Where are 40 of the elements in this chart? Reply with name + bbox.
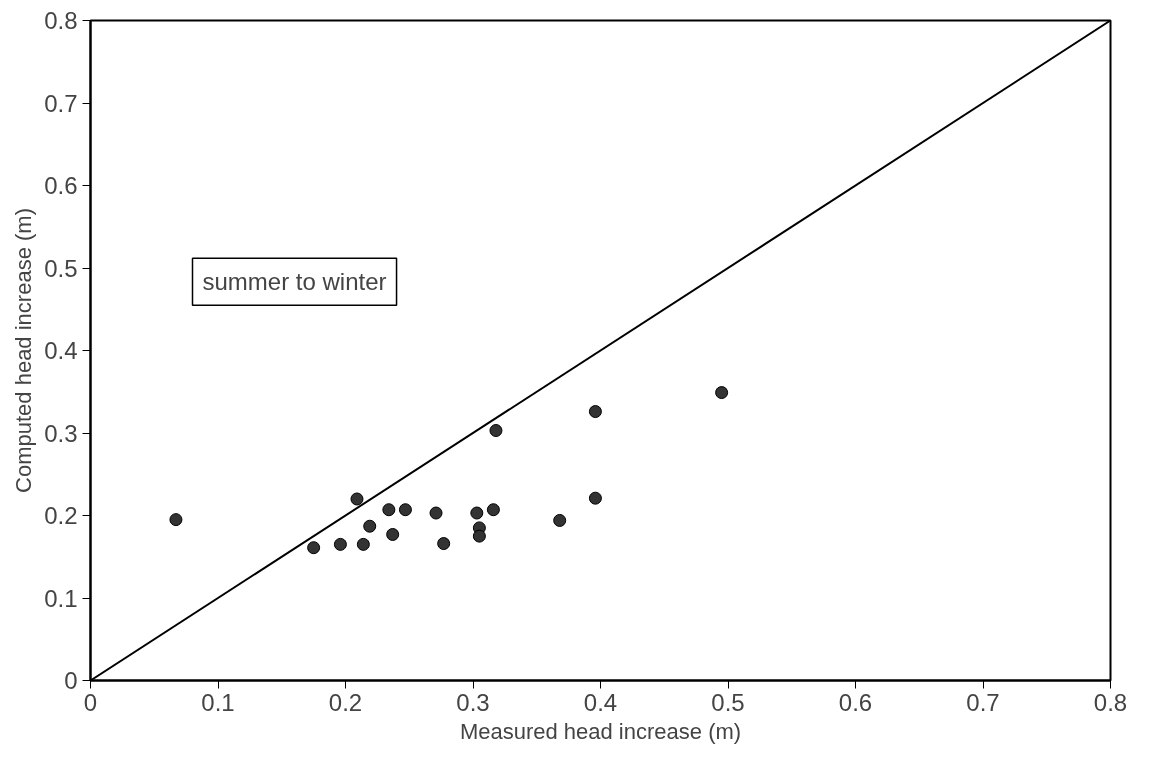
y-tick-label: 0.1 [44, 584, 78, 612]
y-tick-label: 0.3 [44, 419, 78, 447]
point [429, 506, 443, 520]
x-axis-title: Measured head increase (m) [459, 718, 742, 744]
point [350, 492, 364, 506]
point [382, 503, 396, 517]
x-tick-label: 0.5 [711, 688, 745, 716]
point [437, 537, 451, 551]
point [363, 519, 377, 533]
x-tick-label: 0.4 [583, 688, 618, 716]
x-tick-label: 0.8 [1093, 688, 1128, 716]
point [398, 503, 412, 517]
point [489, 424, 503, 438]
point [588, 405, 602, 419]
y-tick-label: 0.2 [44, 502, 78, 529]
y-axis-title: Computed head increase (m) [11, 208, 37, 493]
x-tick-label: 0.7 [966, 688, 1000, 716]
x-tick-label: 0.2 [328, 688, 363, 716]
point [588, 491, 602, 505]
annotation: summer to winter [202, 268, 387, 296]
y-tick-label: 0 [64, 667, 78, 694]
point [169, 513, 183, 527]
point [486, 503, 500, 517]
y-tick-label: 0.4 [44, 337, 78, 364]
y-tick-label: 0.7 [44, 89, 78, 117]
x-tick-label: 0.3 [456, 688, 490, 716]
point [470, 506, 484, 520]
point [386, 527, 400, 541]
y-tick-label: 0.5 [44, 254, 78, 282]
y-tick-label: 0.8 [44, 7, 78, 34]
x-tick-label: 0 [83, 688, 98, 716]
x-tick-label: 0.1 [201, 688, 235, 716]
point [715, 386, 729, 400]
point [356, 537, 370, 551]
point [553, 513, 567, 527]
point [333, 537, 347, 551]
point [472, 529, 486, 543]
x-tick-label: 0.6 [838, 688, 873, 716]
point [307, 541, 321, 555]
y-tick-label: 0.6 [44, 172, 78, 199]
